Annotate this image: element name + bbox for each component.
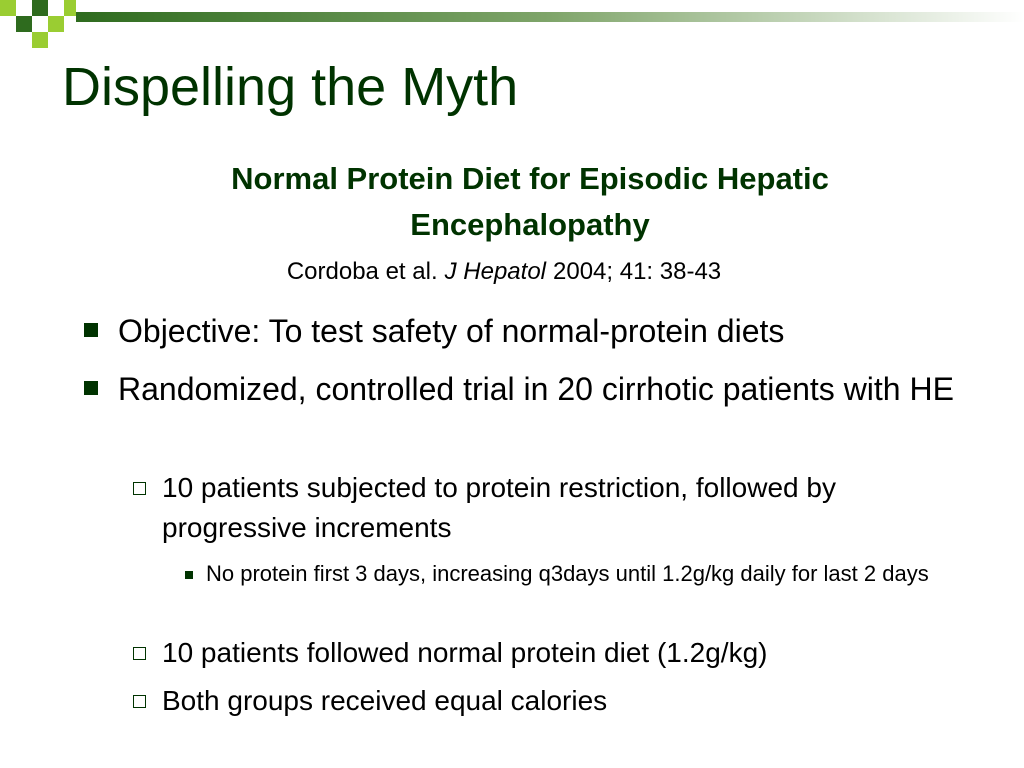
sub-sub-bullet: No protein first 3 days, increasing q3da…	[206, 561, 929, 586]
subtitle: Normal Protein Diet for Episodic Hepatic…	[231, 161, 829, 242]
citation-journal: J Hepatol	[444, 258, 546, 285]
bullet: Objective: To test safety of normal-prot…	[118, 313, 785, 349]
header-bar	[76, 12, 1024, 22]
sub-sub-bullet-marker	[185, 571, 193, 579]
sub-bullet: Both groups received equal calories	[162, 685, 608, 716]
bullet-marker	[84, 323, 98, 337]
deco-square	[16, 16, 32, 32]
sub-bullet-marker	[133, 647, 146, 660]
bullet-marker	[84, 381, 98, 395]
sub-bullet: 10 patients subjected to protein restric…	[162, 472, 836, 543]
citation: Cordoba et al. J Hepatol 2004; 41: 38-43	[0, 258, 1008, 286]
sub-bullet-marker	[133, 482, 146, 495]
deco-square	[0, 0, 16, 16]
deco-square	[48, 16, 64, 32]
deco-square	[32, 32, 48, 48]
citation-authors: Cordoba et al.	[286, 258, 438, 285]
citation-details: 2004; 41: 38-43	[553, 258, 722, 285]
deco-square	[64, 0, 76, 16]
sub-bullet: 10 patients followed normal protein diet…	[162, 637, 768, 668]
bullet: Randomized, controlled trial in 20 cirrh…	[118, 371, 954, 407]
sub-bullet-marker	[133, 695, 146, 708]
slide-title: Dispelling the Myth	[62, 57, 519, 117]
deco-square	[32, 0, 48, 16]
